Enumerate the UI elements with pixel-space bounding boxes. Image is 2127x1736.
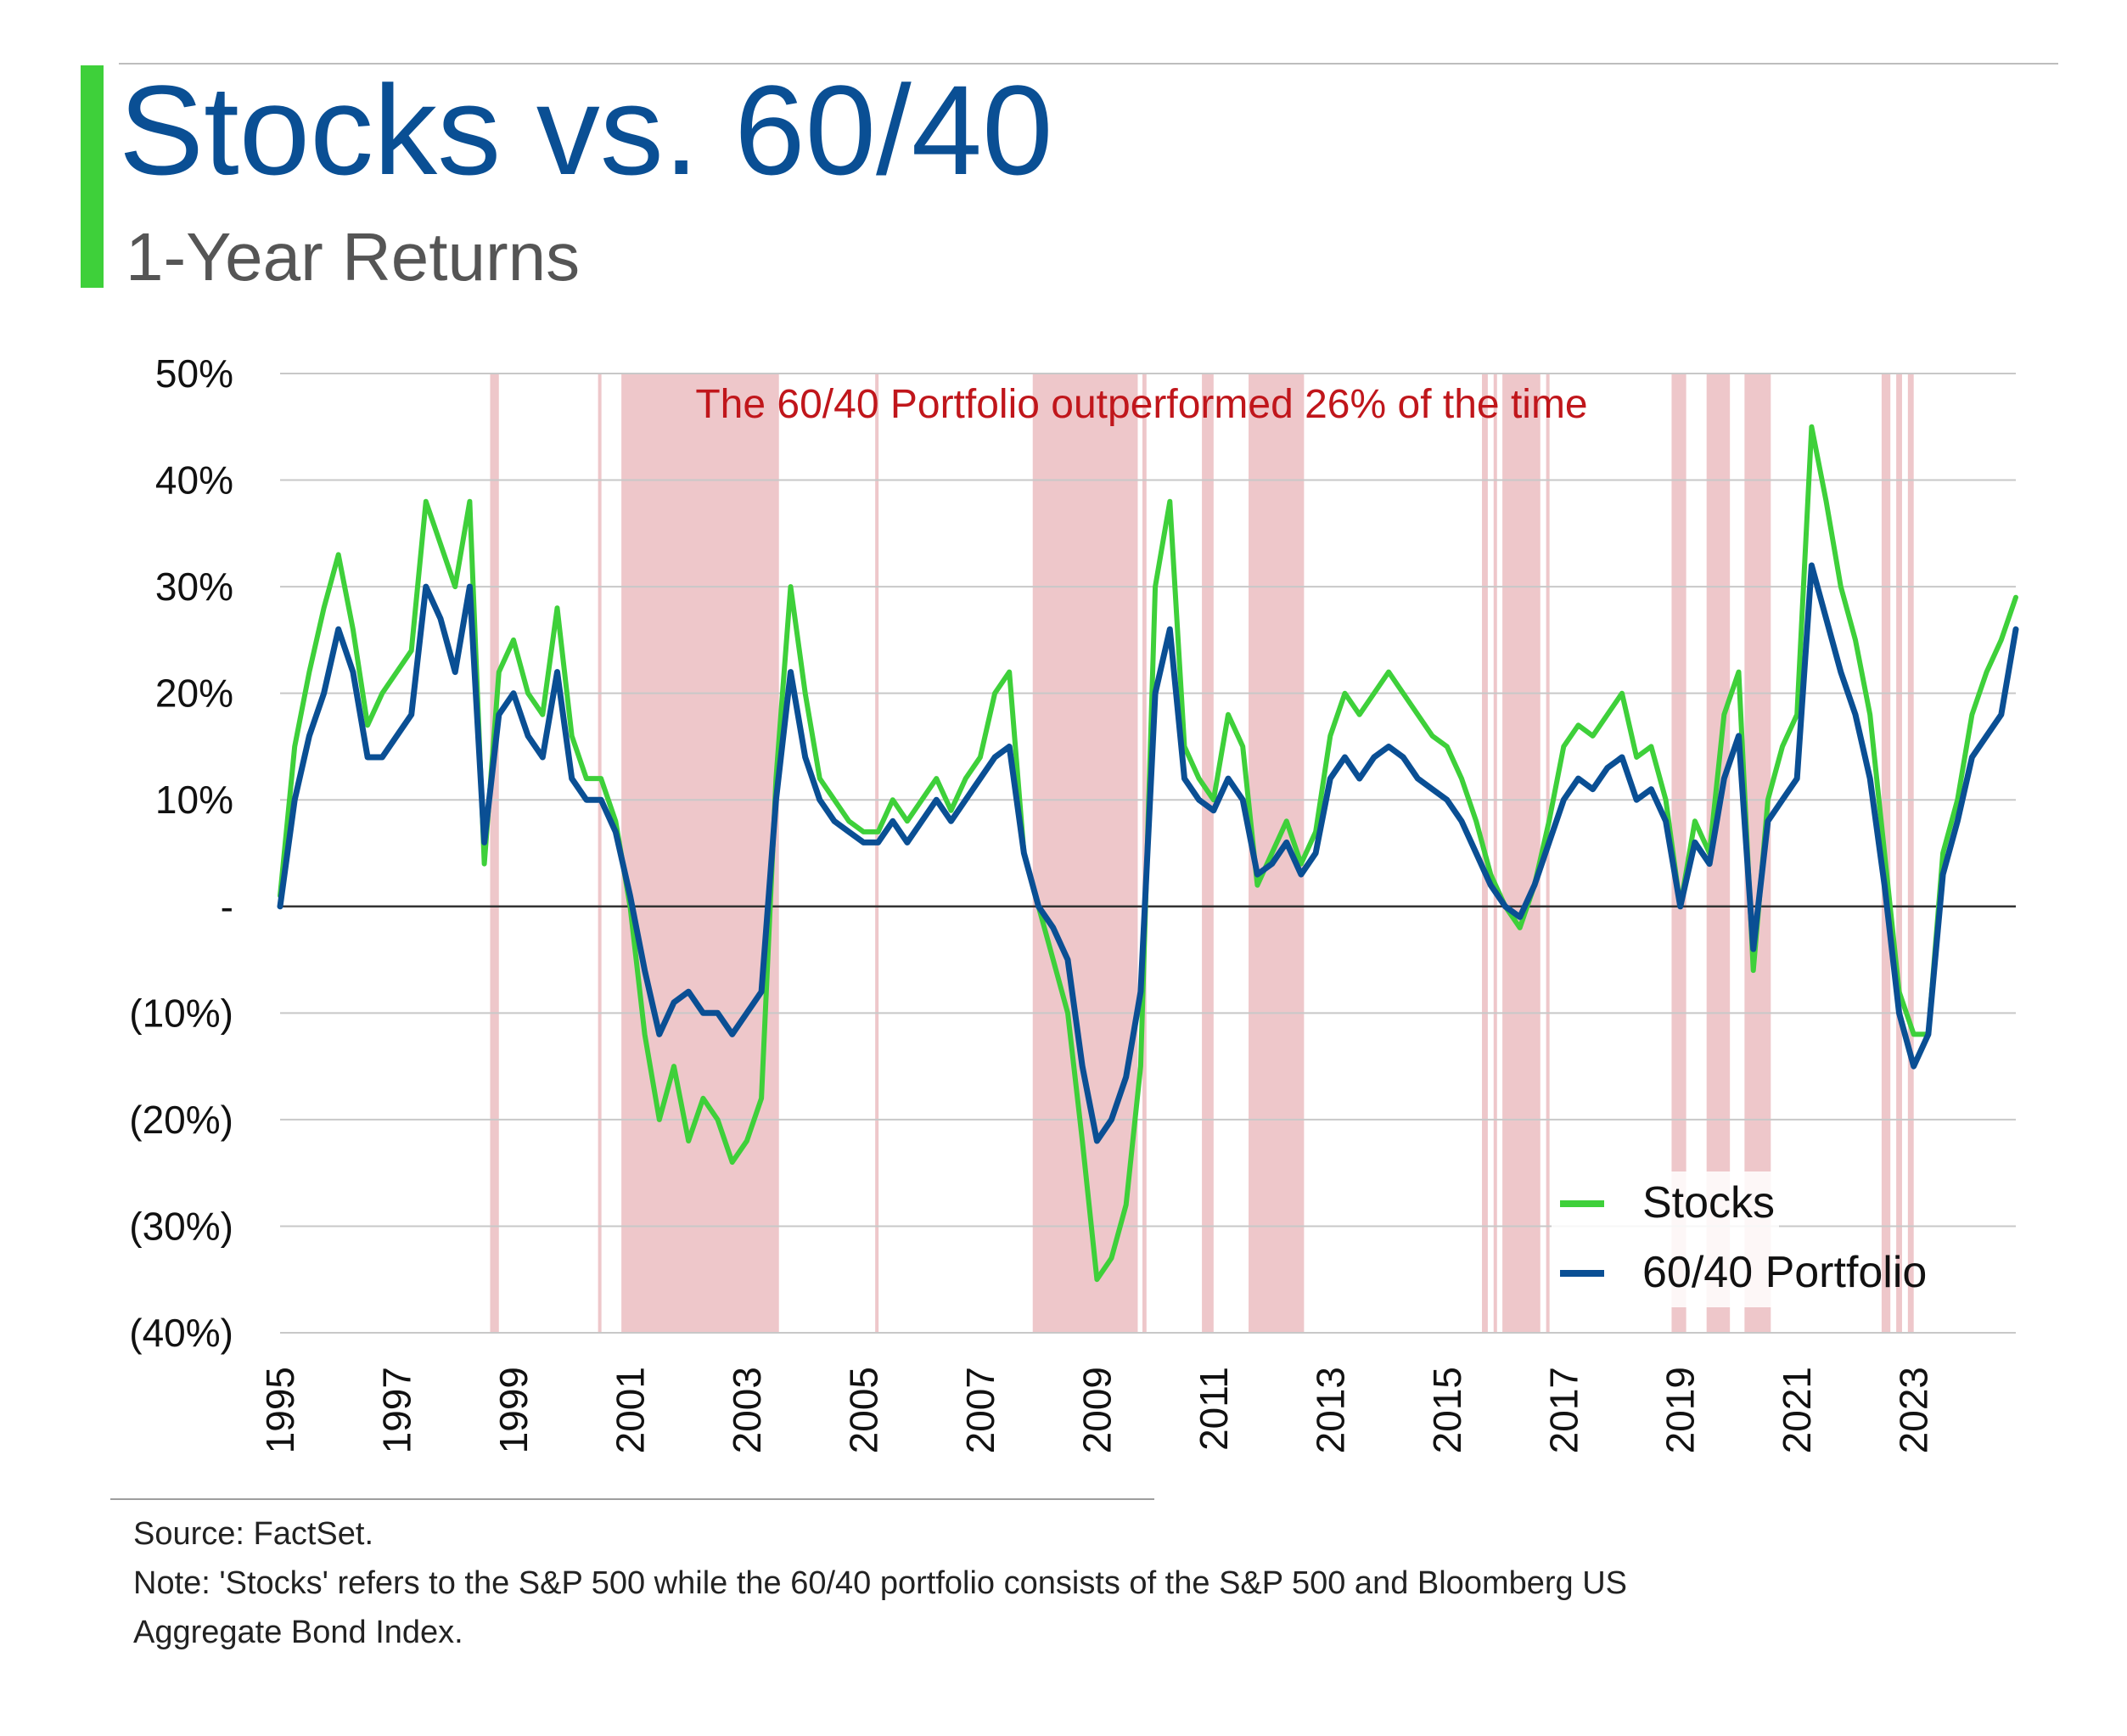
x-tick-label: 2005 (841, 1367, 885, 1453)
series-lines (277, 424, 2019, 1283)
series-line-portfolio (277, 562, 2019, 1144)
accent-bar (81, 65, 104, 288)
x-tick-label: 2023 (1892, 1367, 1936, 1453)
shaded-period (490, 374, 499, 1333)
footnote-line-2: Aggregate Bond Index. (133, 1615, 463, 1650)
x-tick-label: 2001 (608, 1367, 652, 1453)
footnote-line-1: Note: 'Stocks' refers to the S&P 500 whi… (133, 1565, 1628, 1601)
bottom-rule (110, 1498, 1154, 1500)
shaded-period (621, 374, 779, 1333)
top-rule (119, 63, 2058, 65)
page-title: Stocks vs. 60/40 (119, 59, 1053, 201)
shaded-period (1502, 374, 1541, 1333)
x-tick-label: 1999 (491, 1367, 536, 1453)
page-subtitle: 1-Year Returns (126, 219, 581, 295)
x-tick-label: 2017 (1541, 1367, 1585, 1453)
y-tick-label: 40% (155, 458, 233, 503)
shaded-period (1142, 374, 1147, 1333)
x-tick-label: 2019 (1658, 1367, 1703, 1453)
x-tick-label: 2009 (1075, 1367, 1119, 1453)
shaded-period (1907, 374, 1914, 1333)
y-tick-label: (30%) (129, 1204, 233, 1248)
y-tick-label: 50% (155, 351, 233, 396)
x-tick-label: 1997 (374, 1367, 418, 1453)
x-tick-label: 2007 (958, 1367, 1002, 1453)
line-chart: (40%) (30%) (20%) (10%) - 10% 20% 30% 40% 50% 199… (129, 351, 2019, 1453)
y-tick-label: 20% (155, 671, 233, 716)
x-tick-label: 2021 (1775, 1367, 1819, 1453)
outperform-shading (490, 374, 1914, 1333)
y-tick-label: (10%) (129, 991, 233, 1035)
legend-label-stocks: Stocks (1642, 1178, 1775, 1228)
source-note: Source: FactSet. (133, 1516, 374, 1552)
y-axis-ticks: (40%) (30%) (20%) (10%) - 10% 20% 30% 40% 50% (129, 351, 233, 1355)
shaded-period (1896, 374, 1902, 1333)
shaded-period (1671, 374, 1686, 1333)
legend-label-portfolio: 60/40 Portfolio (1642, 1248, 1927, 1297)
chart-annotation: The 60/40 Portfolio outperformed 26% of … (695, 382, 1587, 427)
x-tick-label: 2015 (1425, 1367, 1469, 1453)
x-tick-label: 1995 (258, 1367, 302, 1453)
legend-background (1552, 1171, 1779, 1307)
y-tick-label: - (221, 885, 233, 929)
shaded-period (875, 374, 879, 1333)
x-tick-label: 2003 (725, 1367, 769, 1453)
shaded-period (598, 374, 602, 1333)
y-tick-label: 10% (155, 778, 233, 822)
shaded-period (1493, 374, 1497, 1333)
x-tick-label: 2013 (1308, 1367, 1352, 1453)
x-axis-ticks: 1995 1997 1999 2001 2003 2005 2007 2009 2011 2013… (258, 1367, 1936, 1453)
y-tick-label: (20%) (129, 1098, 233, 1142)
y-tick-label: 30% (155, 565, 233, 609)
x-tick-label: 2011 (1192, 1367, 1236, 1451)
shaded-period (1202, 374, 1214, 1333)
y-tick-label: (40%) (129, 1311, 233, 1355)
legend: Stocks 60/40 Portfolio (1552, 1171, 1927, 1307)
